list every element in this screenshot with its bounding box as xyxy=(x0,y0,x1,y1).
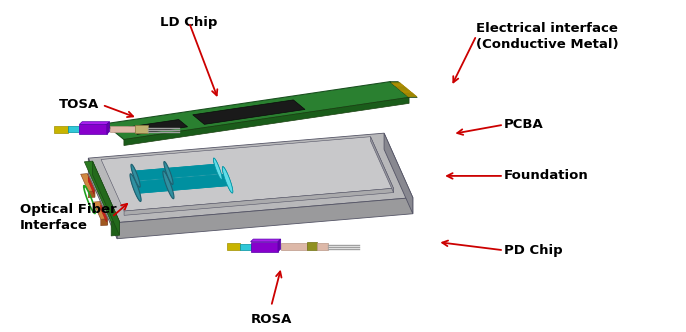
Polygon shape xyxy=(226,243,240,250)
Text: Optical Fiber
Interface: Optical Fiber Interface xyxy=(20,203,117,232)
Polygon shape xyxy=(135,125,148,132)
Text: PD Chip: PD Chip xyxy=(504,244,563,257)
Polygon shape xyxy=(124,97,409,145)
Polygon shape xyxy=(392,84,403,85)
Text: ROSA: ROSA xyxy=(250,313,292,326)
Polygon shape xyxy=(136,174,233,201)
Polygon shape xyxy=(317,243,328,250)
Polygon shape xyxy=(87,174,95,197)
Polygon shape xyxy=(105,82,409,139)
Polygon shape xyxy=(88,133,413,223)
Polygon shape xyxy=(164,161,173,185)
Polygon shape xyxy=(404,93,414,94)
Polygon shape xyxy=(384,133,413,214)
Polygon shape xyxy=(307,242,317,250)
Polygon shape xyxy=(240,244,250,250)
Polygon shape xyxy=(163,171,174,199)
Polygon shape xyxy=(84,161,119,222)
Polygon shape xyxy=(396,86,405,87)
Polygon shape xyxy=(400,90,410,91)
Polygon shape xyxy=(80,124,107,134)
Polygon shape xyxy=(107,122,110,134)
Polygon shape xyxy=(278,239,281,252)
Polygon shape xyxy=(88,158,117,239)
Polygon shape xyxy=(128,120,187,134)
Polygon shape xyxy=(130,174,141,202)
Text: Foundation: Foundation xyxy=(504,169,589,182)
Polygon shape xyxy=(68,126,80,132)
Polygon shape xyxy=(88,177,94,194)
Polygon shape xyxy=(54,126,68,133)
Polygon shape xyxy=(130,167,228,194)
Polygon shape xyxy=(394,85,404,86)
Text: LD Chip: LD Chip xyxy=(161,16,217,29)
Polygon shape xyxy=(403,92,412,93)
Polygon shape xyxy=(101,137,394,211)
Polygon shape xyxy=(281,243,307,250)
Polygon shape xyxy=(390,82,417,97)
Polygon shape xyxy=(80,122,110,124)
Polygon shape xyxy=(81,174,95,191)
Polygon shape xyxy=(93,202,107,219)
Polygon shape xyxy=(250,242,278,252)
Polygon shape xyxy=(407,96,417,97)
Polygon shape xyxy=(391,83,401,84)
Polygon shape xyxy=(250,239,281,242)
Polygon shape xyxy=(370,137,394,193)
Polygon shape xyxy=(99,202,107,225)
Polygon shape xyxy=(93,161,119,235)
Text: PCBA: PCBA xyxy=(504,118,543,131)
Polygon shape xyxy=(124,188,394,215)
Polygon shape xyxy=(88,191,95,198)
Polygon shape xyxy=(101,205,106,222)
Polygon shape xyxy=(401,91,411,92)
Polygon shape xyxy=(222,167,233,193)
Polygon shape xyxy=(111,221,119,236)
Text: Electrical interface
(Conductive Metal): Electrical interface (Conductive Metal) xyxy=(477,22,619,51)
Polygon shape xyxy=(110,126,135,132)
Polygon shape xyxy=(117,198,413,239)
Polygon shape xyxy=(131,164,140,187)
Polygon shape xyxy=(101,219,107,226)
Polygon shape xyxy=(131,158,217,181)
Polygon shape xyxy=(213,158,222,180)
Polygon shape xyxy=(136,164,222,187)
Text: TOSA: TOSA xyxy=(59,98,99,111)
Polygon shape xyxy=(193,100,305,124)
